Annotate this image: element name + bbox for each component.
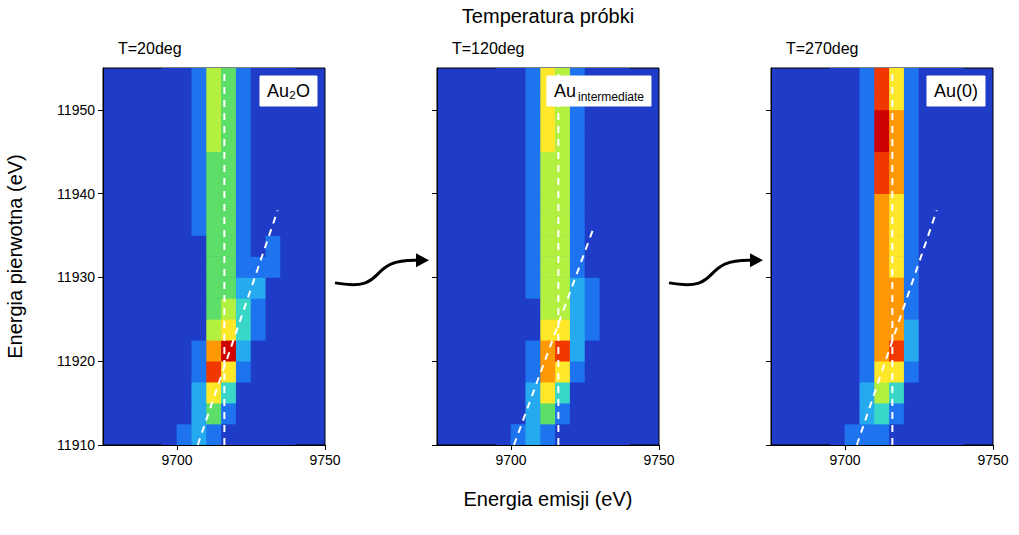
svg-text:T=120deg: T=120deg [452, 40, 525, 57]
svg-text:9700: 9700 [161, 452, 192, 468]
svg-text:T=20deg: T=20deg [118, 40, 182, 57]
svg-text:Temperatura próbki: Temperatura próbki [462, 5, 634, 27]
svg-text:9750: 9750 [309, 452, 340, 468]
svg-text:Au₂O: Au₂O [267, 81, 310, 101]
svg-text:Energia pierwotna (eV): Energia pierwotna (eV) [4, 154, 26, 359]
svg-text:Au(0): Au(0) [934, 81, 978, 101]
svg-text:Au: Au [554, 81, 576, 101]
svg-text:9750: 9750 [643, 452, 674, 468]
svg-text:11910: 11910 [57, 437, 95, 453]
svg-text:11940: 11940 [57, 186, 95, 202]
svg-text:Energia emisji (eV): Energia emisji (eV) [464, 488, 633, 510]
svg-text:11950: 11950 [57, 102, 95, 118]
svg-text:9750: 9750 [977, 452, 1008, 468]
svg-text:11930: 11930 [57, 269, 95, 285]
svg-text:intermediate: intermediate [578, 90, 644, 104]
svg-text:T=270deg: T=270deg [786, 40, 859, 57]
svg-text:11920: 11920 [57, 353, 95, 369]
svg-text:9700: 9700 [829, 452, 860, 468]
svg-text:9700: 9700 [495, 452, 526, 468]
